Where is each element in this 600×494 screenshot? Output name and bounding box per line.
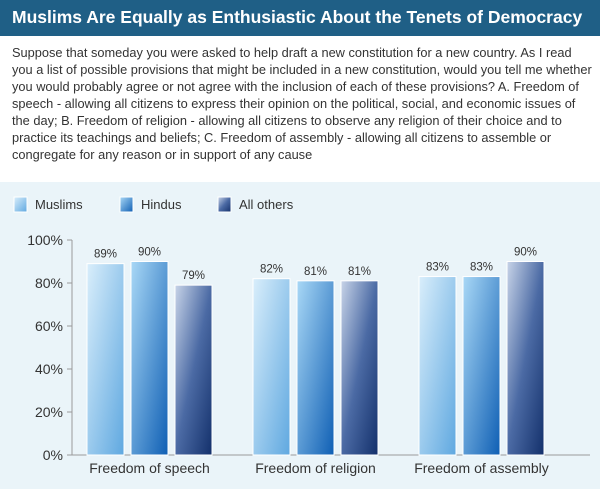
question-text: Suppose that someday you were asked to h… [12, 45, 592, 162]
x-category-label: Freedom of speech [89, 460, 210, 476]
legend-label-muslims: Muslims [35, 197, 83, 212]
bars: 89% 90% 79% 82% 81% 81% 83% 83% 90% [86, 247, 545, 456]
bar-value-label: 83% [470, 262, 493, 274]
bar-hindus [296, 280, 335, 456]
legend-label-all-others: All others [239, 197, 294, 212]
y-tick-label: 20% [35, 404, 63, 420]
bar-value-label: 90% [514, 247, 537, 259]
bar-value-label: 79% [182, 270, 205, 282]
legend-swatch-all-others [217, 196, 232, 213]
bar-all-others [340, 280, 379, 456]
bar-muslims [418, 276, 457, 456]
bar-value-label: 83% [426, 262, 449, 274]
y-tick-label: 80% [35, 275, 63, 291]
bar-hindus [130, 261, 169, 456]
bar-value-label: 81% [304, 266, 327, 278]
y-tick-label: 40% [35, 361, 63, 377]
x-axis-labels: Freedom of speech Freedom of religion Free… [89, 460, 549, 476]
legend-swatch-hindus [119, 196, 134, 213]
legend-label-hindus: Hindus [141, 197, 182, 212]
bar-all-others [174, 284, 213, 456]
chart-title: Muslims Are Equally as Enthusiastic Abou… [12, 7, 583, 27]
bar-muslims [252, 278, 291, 456]
bar-hindus [462, 276, 501, 456]
legend-swatch-muslims [13, 196, 28, 213]
bar-value-label: 89% [94, 249, 117, 261]
bar-value-label: 81% [348, 266, 371, 278]
legend: Muslims Hindus All others [13, 196, 294, 213]
x-category-label: Freedom of assembly [414, 460, 549, 476]
bar-muslims [86, 263, 125, 456]
bar-value-label: 90% [138, 247, 161, 259]
bar-all-others [506, 261, 545, 456]
title-bar: Muslims Are Equally as Enthusiastic Abou… [0, 0, 600, 36]
y-tick-label: 0% [43, 447, 63, 463]
bar-chart: Muslims Hindus All others 0% 20% 40% 60% 80% 10… [13, 196, 590, 476]
chart-panel: Muslims Hindus All others 0% 20% 40% 60% 80% 10… [0, 182, 600, 489]
x-category-label: Freedom of religion [255, 460, 376, 476]
y-tick-label: 60% [35, 318, 63, 334]
bar-value-label: 82% [260, 264, 283, 276]
y-tick-label: 100% [27, 232, 63, 248]
